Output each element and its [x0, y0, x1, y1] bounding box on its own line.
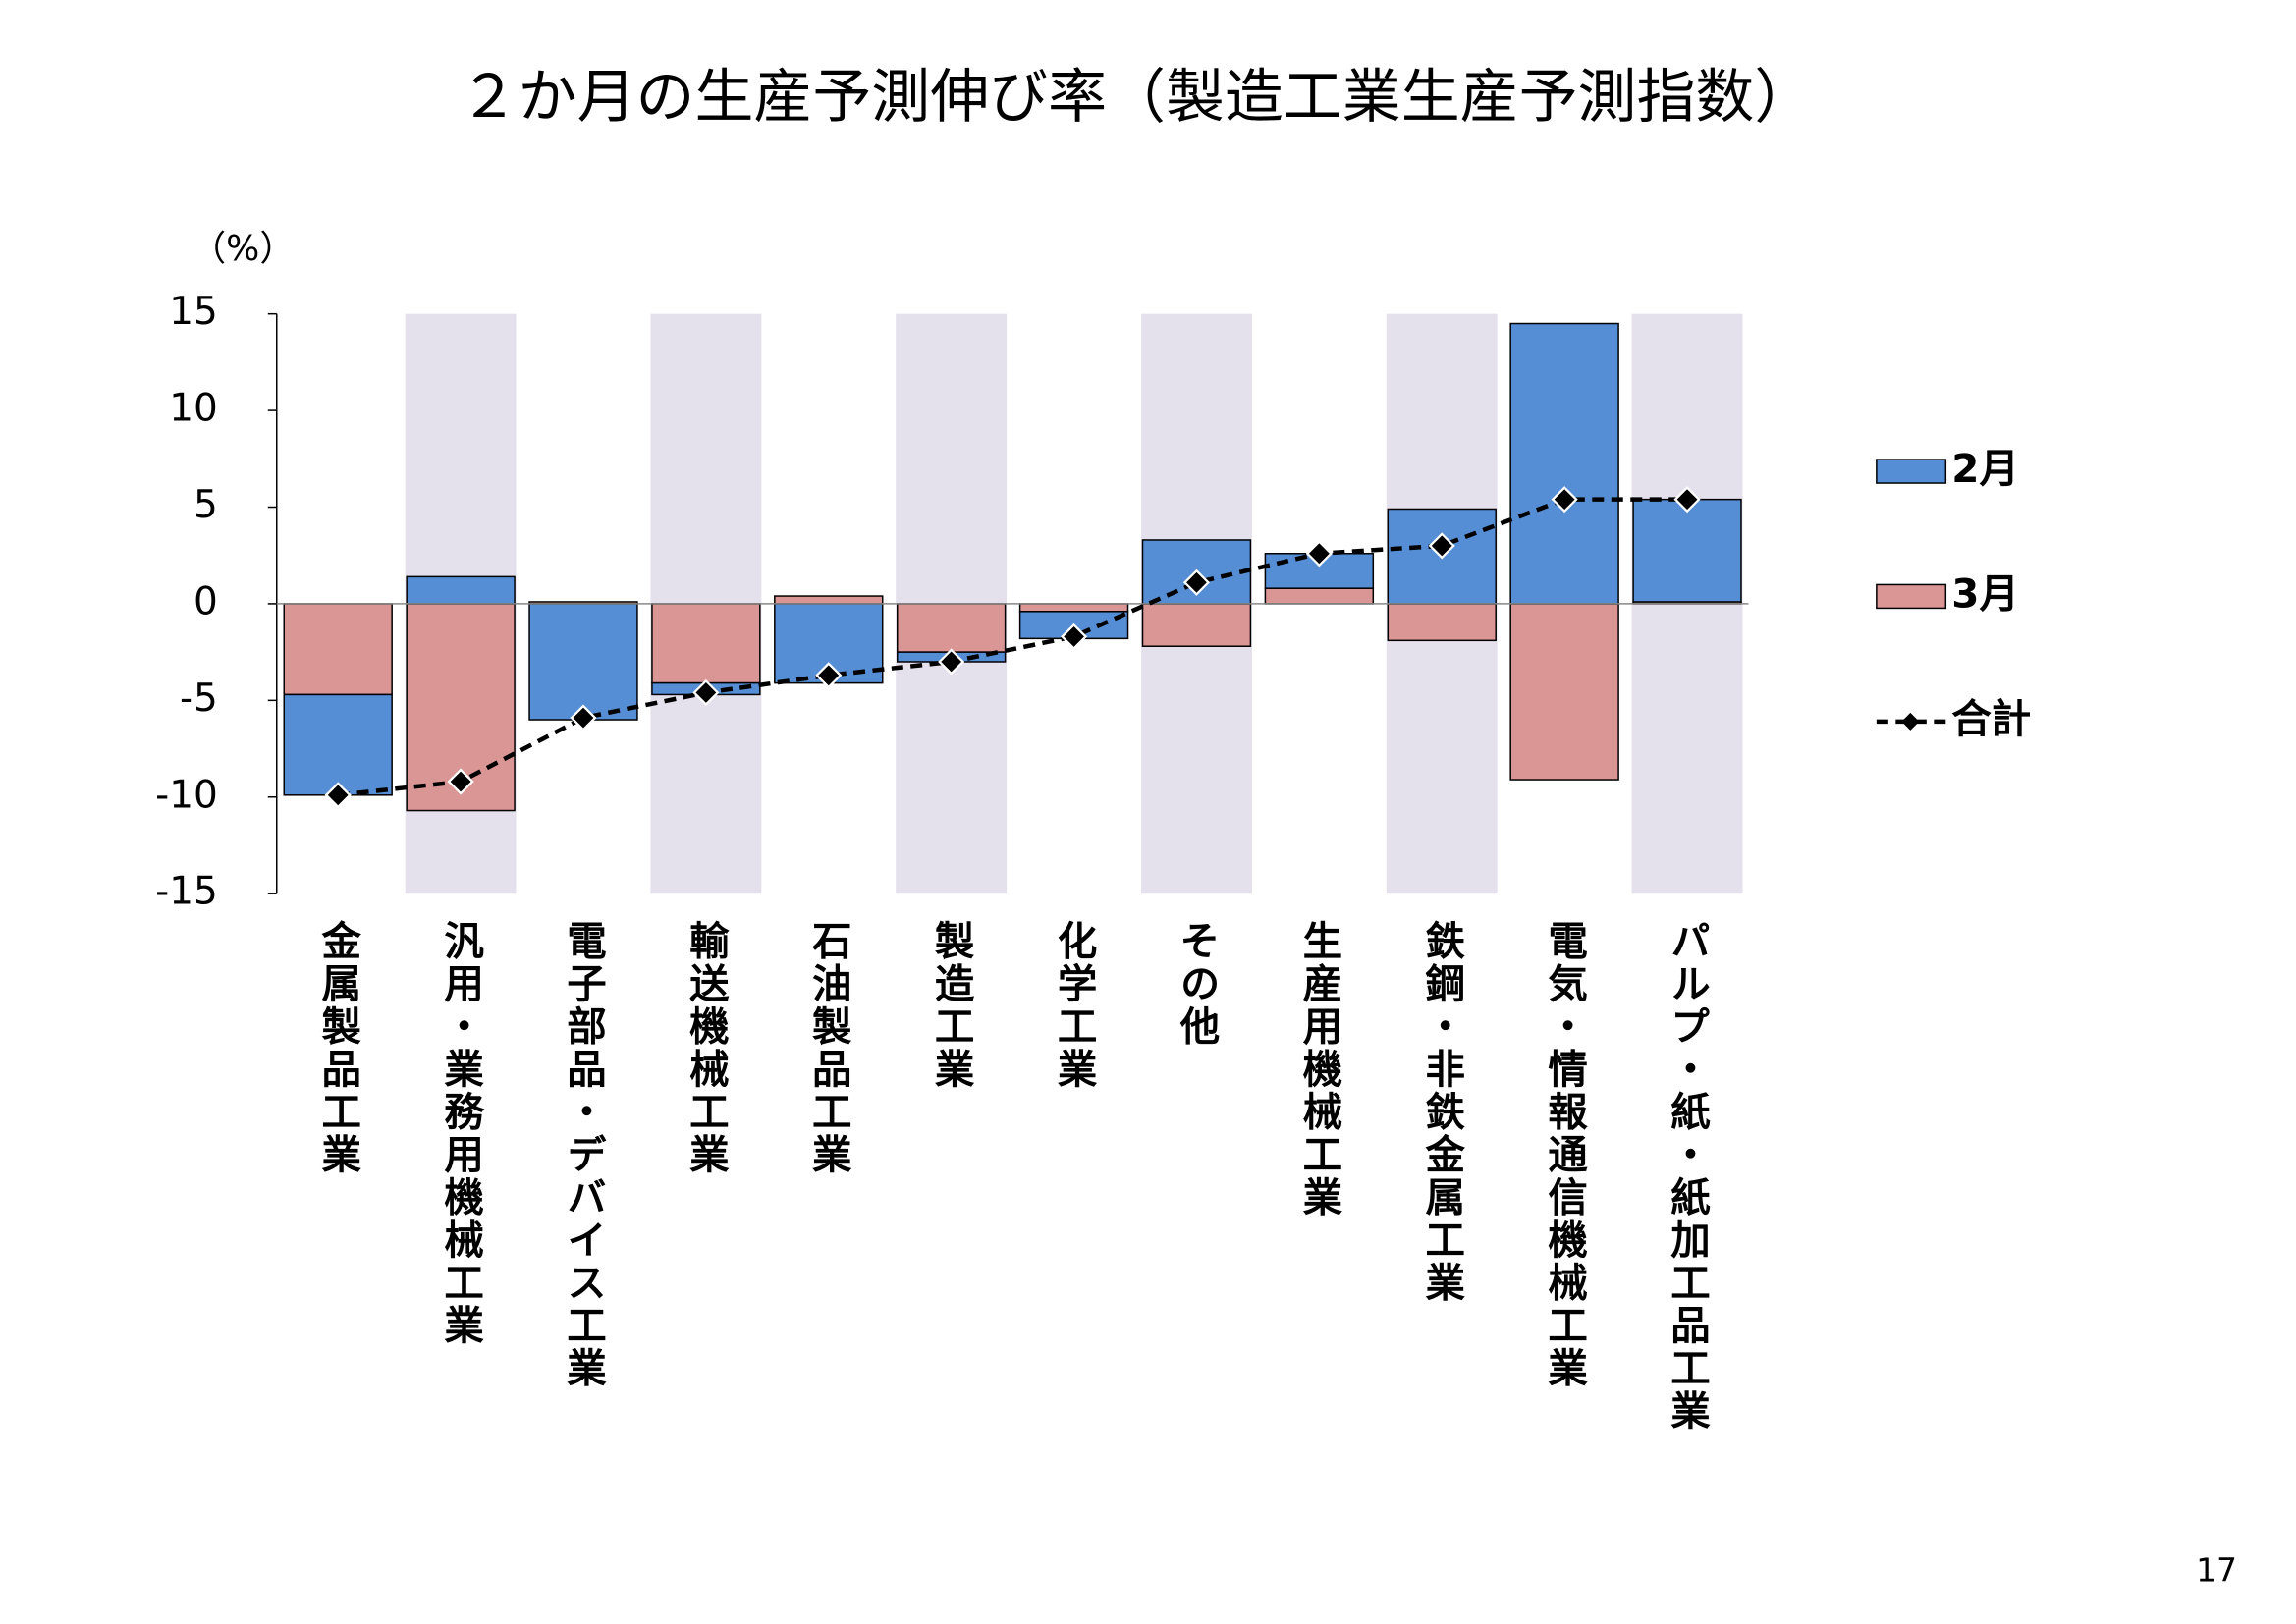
- bar: [774, 595, 884, 605]
- x-tick-label: 輸送機械工業: [683, 920, 730, 1176]
- bar: [406, 575, 516, 605]
- total-marker: [1673, 486, 1701, 514]
- x-tick-label: 製造工業: [928, 920, 975, 1091]
- total-marker: [1182, 568, 1211, 596]
- y-axis-label: （%）: [191, 229, 295, 269]
- legend-label: 3月: [1951, 569, 2019, 617]
- total-marker: [1060, 623, 1088, 650]
- x-tick-label: その他: [1173, 920, 1220, 1048]
- y-tick-label: -15: [155, 870, 218, 914]
- x-tick-label: 電気・情報通信機械工業: [1541, 920, 1588, 1389]
- total-line: [337, 497, 1688, 798]
- bar: [1018, 603, 1129, 613]
- y-tick-label: 5: [193, 483, 218, 527]
- x-tick-label: 汎用・業務用機械工業: [437, 920, 484, 1347]
- total-marker: [324, 782, 352, 809]
- total-marker: [1551, 486, 1578, 514]
- bar: [1509, 322, 1619, 605]
- x-tick-label: 石油製品工業: [805, 920, 852, 1176]
- y-tick-label: -5: [180, 677, 218, 721]
- total-marker: [938, 648, 965, 676]
- bar: [1264, 587, 1375, 605]
- x-tick-label: 生産用機械工業: [1295, 920, 1342, 1219]
- y-tick-label: 0: [193, 579, 218, 623]
- x-tick-label: 化学工業: [1051, 920, 1098, 1091]
- total-marker: [447, 768, 474, 795]
- legend-swatch: [1876, 583, 1947, 610]
- x-tick-label: 金属製品工業: [314, 920, 361, 1176]
- legend-marker: [1901, 712, 1920, 731]
- total-marker: [1428, 532, 1455, 560]
- page-number: 17: [2196, 1551, 2237, 1590]
- bar: [283, 603, 393, 696]
- y-tick-label: 10: [169, 387, 218, 431]
- chart-title: ２か月の生産予測伸び率（製造工業生産予測指数）: [460, 63, 1814, 132]
- total-marker: [692, 678, 720, 707]
- legend-label: 合計: [1951, 695, 2031, 742]
- total-marker: [815, 662, 843, 689]
- y-tick-label: -10: [155, 773, 218, 817]
- bar: [283, 693, 393, 796]
- legend-label: 2月: [1951, 445, 2019, 492]
- x-tick-label: 電子部品・デバイス工業: [560, 920, 607, 1389]
- total-marker: [570, 704, 597, 731]
- y-tick-label: 15: [169, 290, 218, 334]
- bar: [406, 603, 516, 812]
- legend-swatch: [1876, 459, 1947, 484]
- bar: [1141, 603, 1252, 647]
- bar: [896, 603, 1007, 653]
- x-tick-label: 鉄鋼・非鉄金属工業: [1418, 920, 1465, 1305]
- total-marker: [1305, 540, 1333, 568]
- bar: [1387, 603, 1497, 642]
- bar: [651, 603, 761, 684]
- bar: [1632, 498, 1742, 603]
- x-tick-label: パルプ・紙・紙加工品工業: [1664, 920, 1711, 1433]
- bar: [1509, 603, 1619, 781]
- bar: [528, 603, 638, 721]
